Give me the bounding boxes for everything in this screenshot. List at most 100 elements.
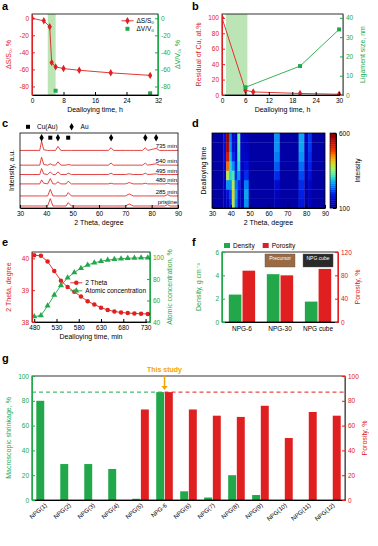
tick-mark xyxy=(32,69,35,70)
tick: 0 xyxy=(215,319,225,326)
tick: 50 xyxy=(247,205,255,217)
tick: 100 xyxy=(147,254,164,261)
tick-label: 30 xyxy=(336,97,344,104)
colorbar-segment xyxy=(330,165,336,167)
tick: NPG(1) xyxy=(29,502,48,520)
data-point xyxy=(58,282,64,287)
tick: NPG(8) xyxy=(220,502,239,520)
bar xyxy=(60,464,68,500)
tick-mark xyxy=(222,80,225,81)
tick: 70 xyxy=(284,205,292,217)
data-point xyxy=(337,91,341,95)
tick-label: 70 xyxy=(284,210,292,217)
right-axis: 0-20-40-60-80 xyxy=(155,15,171,96)
bar xyxy=(237,417,245,500)
colorbar-segment xyxy=(330,157,336,159)
tick-label: 80 xyxy=(153,276,161,283)
legend-item: Density xyxy=(224,242,255,250)
plot-frame xyxy=(32,252,150,322)
y2-axis-title: Porosity, % xyxy=(361,421,369,456)
tick-mark xyxy=(56,319,57,322)
bar xyxy=(285,438,293,500)
tick-label: -60 xyxy=(161,66,171,73)
tick: 10 xyxy=(340,72,354,79)
legend-label: Atomic concentration xyxy=(85,287,146,294)
bar xyxy=(165,392,173,500)
panel: 0612182430020406080100010203040Dealloyin… xyxy=(195,14,367,114)
tick: NPG-6 xyxy=(150,502,168,519)
colorbar-segment xyxy=(330,180,336,182)
heatmap-cell xyxy=(308,180,312,190)
tick-label: NPG cube xyxy=(303,325,333,332)
tick: -60 xyxy=(155,66,171,73)
colorbar-segment xyxy=(330,133,336,135)
tick-label: -20 xyxy=(20,32,30,39)
tick: 60 xyxy=(147,297,161,304)
heatmap-cell xyxy=(249,142,275,152)
tick-label: 600 xyxy=(339,130,350,137)
data-line xyxy=(245,29,339,87)
line-label: pristine xyxy=(158,199,178,205)
data-line xyxy=(20,168,178,174)
tick-label: 38 xyxy=(22,319,30,326)
tick-mark xyxy=(335,322,338,323)
panel: NPG(1)NPG(2)NPG(3)NPG(4)NPG(5)NPG-6NPG(6… xyxy=(5,366,369,522)
heatmap-cell xyxy=(235,142,238,152)
tick: 600 xyxy=(333,130,350,137)
tick-label: 100 xyxy=(339,205,350,212)
data-point xyxy=(132,311,137,316)
heatmap-cell xyxy=(274,161,280,171)
tick-label: 80 xyxy=(149,210,157,217)
legend: Cu(Au)Au xyxy=(26,123,89,131)
tick: 80 xyxy=(335,272,349,279)
right-axis: 406080100 xyxy=(147,253,164,326)
colorbar-segment xyxy=(330,176,336,178)
data-point xyxy=(125,311,130,316)
bottom-axis: NPG-6NPG-30NPG cube xyxy=(223,323,339,332)
tick-label: 0 xyxy=(341,319,345,326)
tick: 40 xyxy=(212,61,225,68)
heatmap-cell xyxy=(304,142,308,152)
panel: 081624320-20-40-60-800-20-40-60-80Deallo… xyxy=(5,14,181,114)
tick-label: 120 xyxy=(341,249,352,256)
tick-mark xyxy=(222,18,225,19)
tick: 80 xyxy=(22,397,35,404)
heatmap-cell xyxy=(308,142,312,152)
tick-label: NPG(9) xyxy=(244,502,263,520)
x-axis-title: 2 Theta, degree xyxy=(244,219,293,227)
tick: 20 xyxy=(22,472,35,479)
tick-mark xyxy=(222,275,225,276)
heatmap-cell xyxy=(212,133,224,143)
tick-label: 20 xyxy=(348,472,356,479)
tick-label: 32 xyxy=(155,97,163,104)
data-point xyxy=(251,88,255,95)
data-point xyxy=(119,310,124,315)
data-line xyxy=(20,199,178,206)
tick-mark xyxy=(95,92,96,95)
tick: 60 xyxy=(212,45,225,52)
tick-mark xyxy=(155,18,158,19)
heatmap-cell xyxy=(274,180,280,190)
heatmap-cell xyxy=(229,152,232,162)
data-point xyxy=(39,134,43,141)
data-point xyxy=(53,63,57,70)
line-label: 480 min xyxy=(156,177,177,183)
tick-label: 16 xyxy=(92,97,100,104)
heatmap-cell xyxy=(299,189,305,199)
tick: 39 xyxy=(22,287,35,294)
tick-label: -40 xyxy=(161,49,171,56)
colorbar-segment xyxy=(330,150,336,152)
right-axis: 010203040 xyxy=(340,14,354,98)
tick-mark xyxy=(123,319,124,322)
left-axis: 38 39 40 xyxy=(22,253,35,326)
tick-mark xyxy=(32,35,35,36)
tick-label: 40 xyxy=(22,255,30,262)
data-point xyxy=(38,312,44,317)
tick: 60 xyxy=(96,205,104,217)
bar xyxy=(252,495,260,500)
shaded-region xyxy=(226,14,247,95)
plot-area xyxy=(20,134,178,206)
tick-label: 50 xyxy=(247,210,255,217)
tick-label: 40 xyxy=(22,447,30,454)
tick-mark xyxy=(155,35,158,36)
